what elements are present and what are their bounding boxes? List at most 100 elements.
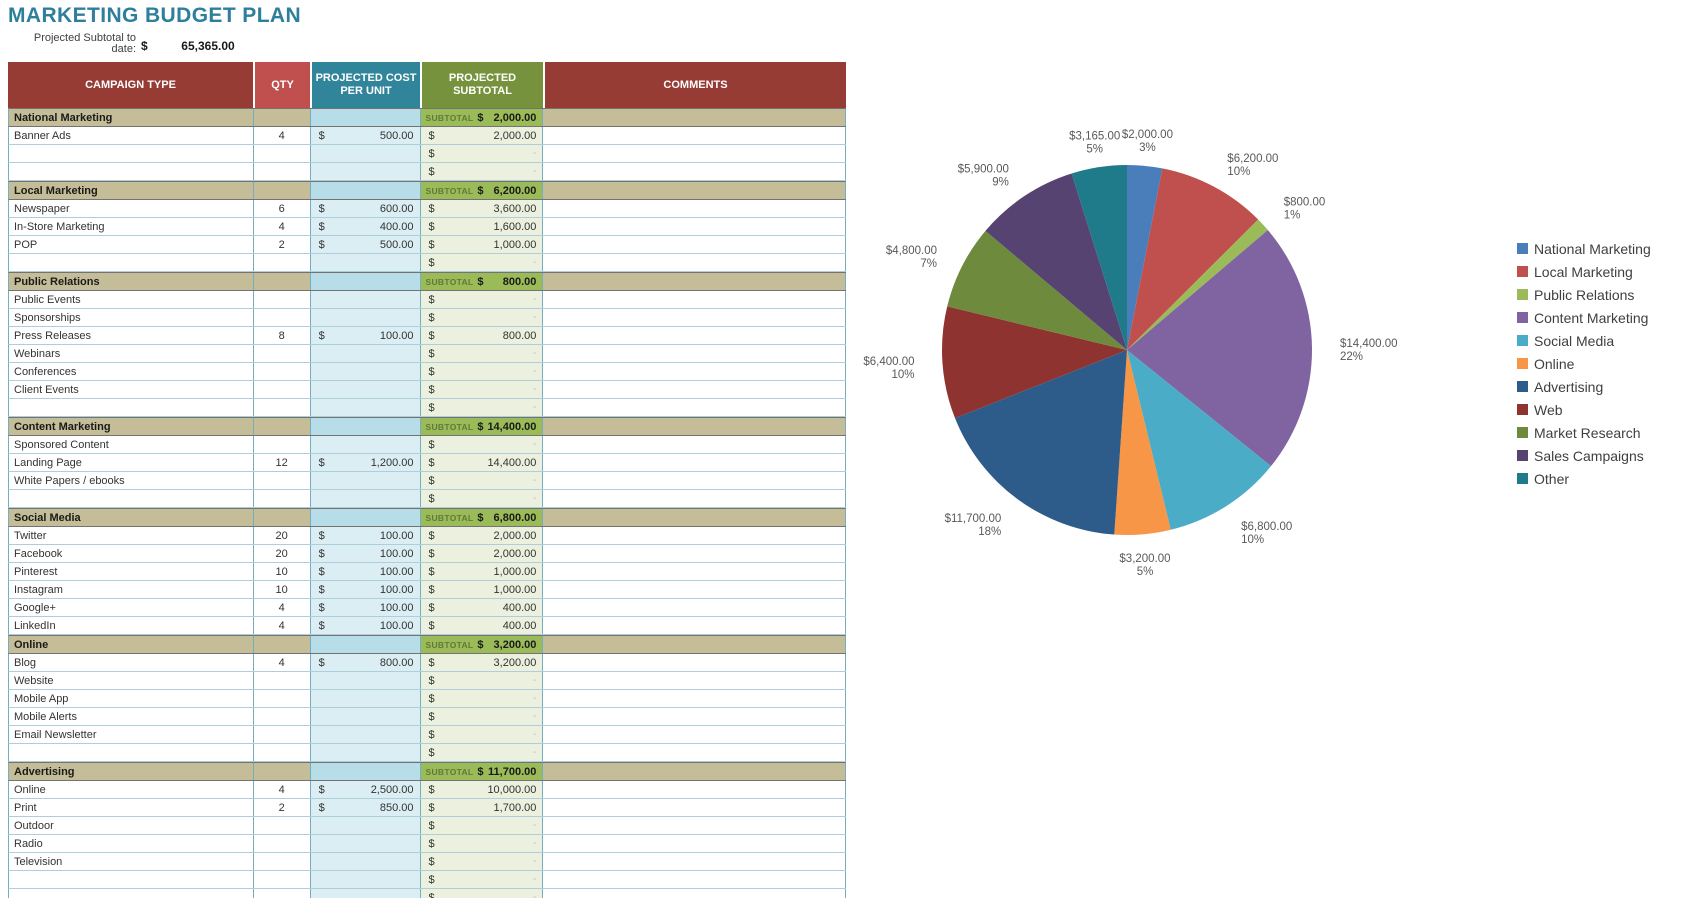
campaign-cell[interactable]: Conferences	[9, 363, 254, 380]
subtotal-cell[interactable]: $ -	[420, 690, 544, 707]
campaign-cell[interactable]: Sponsored Content	[9, 436, 254, 453]
comments-cell[interactable]	[543, 490, 846, 507]
campaign-cell[interactable]: Client Events	[9, 381, 254, 398]
cost-cell[interactable]	[310, 436, 421, 453]
comments-cell[interactable]	[543, 309, 846, 326]
section-cost-cell[interactable]	[310, 418, 421, 435]
campaign-cell[interactable]	[9, 145, 254, 162]
cost-cell[interactable]: $800.00	[310, 654, 421, 671]
campaign-cell[interactable]: Facebook	[9, 545, 254, 562]
comments-cell[interactable]	[543, 472, 846, 489]
subtotal-cell[interactable]: $14,400.00	[420, 454, 544, 471]
qty-cell[interactable]: 4	[253, 218, 311, 235]
qty-cell[interactable]: 4	[253, 654, 311, 671]
cost-cell[interactable]: $1,200.00	[310, 454, 421, 471]
section-row[interactable]: Content Marketing SUBTOTAL $14,400.00	[8, 417, 846, 436]
subtotal-cell[interactable]: $ -	[420, 672, 544, 689]
cost-cell[interactable]	[310, 345, 421, 362]
qty-cell[interactable]	[253, 690, 311, 707]
campaign-cell[interactable]: Pinterest	[9, 563, 254, 580]
cost-cell[interactable]	[310, 254, 421, 271]
cost-cell[interactable]	[310, 399, 421, 416]
section-name-cell[interactable]: Public Relations	[9, 273, 254, 290]
campaign-cell[interactable]	[9, 889, 254, 898]
cost-cell[interactable]: $100.00	[310, 327, 421, 344]
comments-cell[interactable]	[543, 599, 846, 616]
campaign-cell[interactable]	[9, 254, 254, 271]
qty-cell[interactable]	[253, 254, 311, 271]
cost-cell[interactable]: $600.00	[310, 200, 421, 217]
qty-cell[interactable]: 2	[253, 236, 311, 253]
subtotal-cell[interactable]: $ -	[420, 889, 544, 898]
subtotal-cell[interactable]: $10,000.00	[420, 781, 544, 798]
section-subtotal-cell[interactable]: SUBTOTAL $14,400.00	[420, 418, 544, 435]
cost-cell[interactable]	[310, 291, 421, 308]
cost-cell[interactable]	[310, 817, 421, 834]
section-name-cell[interactable]: Content Marketing	[9, 418, 254, 435]
comments-cell[interactable]	[543, 436, 846, 453]
comments-cell[interactable]	[543, 327, 846, 344]
subtotal-cell[interactable]: $2,000.00	[420, 545, 544, 562]
section-row[interactable]: Local Marketing SUBTOTAL $6,200.00	[8, 181, 846, 200]
comments-cell[interactable]	[543, 145, 846, 162]
cost-cell[interactable]	[310, 835, 421, 852]
qty-cell[interactable]: 20	[253, 527, 311, 544]
comments-cell[interactable]	[543, 563, 846, 580]
cost-cell[interactable]: $100.00	[310, 617, 421, 634]
campaign-cell[interactable]: Press Releases	[9, 327, 254, 344]
cost-cell[interactable]: $100.00	[310, 563, 421, 580]
comments-cell[interactable]	[543, 708, 846, 725]
section-subtotal-cell[interactable]: SUBTOTAL $2,000.00	[420, 109, 544, 126]
section-subtotal-cell[interactable]: SUBTOTAL $11,700.00	[420, 763, 544, 780]
section-qty-cell[interactable]	[253, 763, 311, 780]
comments-cell[interactable]	[543, 399, 846, 416]
comments-cell[interactable]	[543, 617, 846, 634]
qty-cell[interactable]	[253, 345, 311, 362]
subtotal-cell[interactable]: $ -	[420, 399, 544, 416]
cost-cell[interactable]	[310, 672, 421, 689]
cost-cell[interactable]: $2,500.00	[310, 781, 421, 798]
campaign-cell[interactable]: Email Newsletter	[9, 726, 254, 743]
qty-cell[interactable]	[253, 363, 311, 380]
subtotal-cell[interactable]: $1,700.00	[420, 799, 544, 816]
subtotal-cell[interactable]: $ -	[420, 472, 544, 489]
cost-cell[interactable]	[310, 853, 421, 870]
section-comments-cell[interactable]	[543, 636, 846, 653]
subtotal-cell[interactable]: $400.00	[420, 599, 544, 616]
comments-cell[interactable]	[543, 781, 846, 798]
campaign-cell[interactable]	[9, 871, 254, 888]
qty-cell[interactable]	[253, 436, 311, 453]
cost-cell[interactable]: $100.00	[310, 545, 421, 562]
section-comments-cell[interactable]	[543, 109, 846, 126]
section-row[interactable]: National Marketing SUBTOTAL $2,000.00	[8, 108, 846, 127]
qty-cell[interactable]	[253, 726, 311, 743]
section-name-cell[interactable]: Social Media	[9, 509, 254, 526]
comments-cell[interactable]	[543, 545, 846, 562]
comments-cell[interactable]	[543, 363, 846, 380]
subtotal-cell[interactable]: $2,000.00	[420, 127, 544, 144]
qty-cell[interactable]	[253, 381, 311, 398]
qty-cell[interactable]: 12	[253, 454, 311, 471]
campaign-cell[interactable]: Sponsorships	[9, 309, 254, 326]
comments-cell[interactable]	[543, 744, 846, 761]
campaign-cell[interactable]: Google+	[9, 599, 254, 616]
cost-cell[interactable]	[310, 708, 421, 725]
qty-cell[interactable]	[253, 744, 311, 761]
campaign-cell[interactable]: Instagram	[9, 581, 254, 598]
qty-cell[interactable]	[253, 871, 311, 888]
campaign-cell[interactable]: Landing Page	[9, 454, 254, 471]
qty-cell[interactable]: 10	[253, 563, 311, 580]
campaign-cell[interactable]: Twitter	[9, 527, 254, 544]
qty-cell[interactable]	[253, 817, 311, 834]
section-subtotal-cell[interactable]: SUBTOTAL $800.00	[420, 273, 544, 290]
comments-cell[interactable]	[543, 236, 846, 253]
projected-subtotal-currency[interactable]: $	[141, 39, 148, 53]
section-qty-cell[interactable]	[253, 636, 311, 653]
section-subtotal-cell[interactable]: SUBTOTAL $6,200.00	[420, 182, 544, 199]
subtotal-cell[interactable]: $ -	[420, 254, 544, 271]
comments-cell[interactable]	[543, 853, 846, 870]
section-qty-cell[interactable]	[253, 182, 311, 199]
section-qty-cell[interactable]	[253, 273, 311, 290]
subtotal-cell[interactable]: $1,000.00	[420, 563, 544, 580]
section-row[interactable]: Advertising SUBTOTAL $11,700.00	[8, 762, 846, 781]
